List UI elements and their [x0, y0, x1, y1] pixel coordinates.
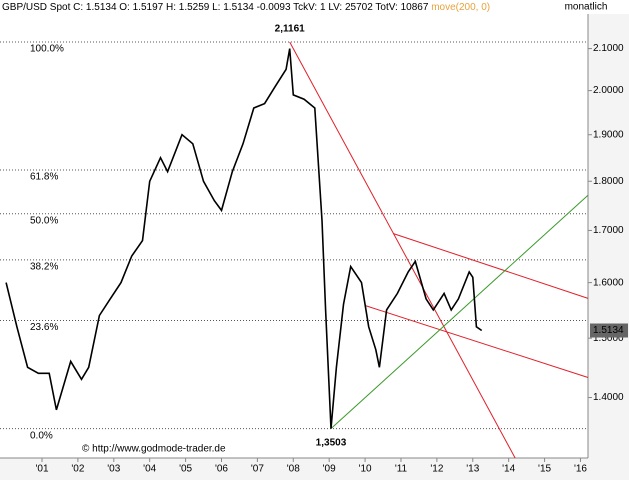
fib-label: 0.0%	[30, 430, 53, 441]
x-tick-label: '14	[502, 464, 515, 475]
x-tick-label: '01	[35, 464, 48, 475]
y-tick-label: 2.1000	[593, 43, 624, 54]
fib-label: 61.8%	[30, 172, 58, 183]
y-tick-label: 1.9000	[593, 129, 624, 140]
last-price-box	[590, 323, 628, 338]
symbol: GBP/USD Spot	[2, 2, 71, 13]
header-text: GBP/USD Spot C: 1.5134 O: 1.5197 H: 1.52…	[2, 2, 490, 13]
y-axis-panel	[588, 0, 629, 480]
x-axis-panel	[0, 458, 629, 480]
x-tick-label: '11	[395, 464, 408, 475]
copyright: © http://www.godmode-trader.de	[82, 444, 226, 455]
last-price-label: 1.5134	[593, 325, 624, 336]
y-tick-label: 1.7000	[593, 225, 624, 236]
x-tick-label: '02	[71, 464, 84, 475]
header-bar	[0, 0, 629, 14]
x-tick-label: '09	[323, 464, 336, 475]
fib-label: 23.6%	[30, 322, 58, 333]
x-tick-label: '04	[143, 464, 156, 475]
y-tick-label: 1.4000	[593, 392, 624, 403]
y-tick-label: 1.8000	[593, 176, 624, 187]
fib-label: 38.2%	[30, 262, 58, 273]
period: monatlich	[565, 2, 608, 13]
fib-label: 50.0%	[30, 215, 58, 226]
annotation: 2,1161	[275, 24, 305, 35]
annotation: 1,3503	[316, 437, 347, 448]
x-tick-label: '07	[251, 464, 264, 475]
price-line	[5, 48, 483, 429]
y-tick-label: 2.0000	[593, 85, 624, 96]
x-tick-label: '06	[215, 464, 228, 475]
x-tick-label: '03	[107, 464, 120, 475]
indicator: move(200, 0)	[431, 2, 490, 13]
y-tick-label: 1.6000	[593, 277, 624, 288]
y-tick-label: 1.5000	[593, 333, 624, 344]
trend-line	[392, 233, 589, 299]
x-tick-label: '13	[466, 464, 479, 475]
trend-line	[289, 41, 516, 459]
quote: C: 1.5134 O: 1.5197 H: 1.5259 L: 1.5134 …	[73, 2, 429, 13]
trend-line	[330, 194, 589, 430]
x-tick-label: '16	[574, 464, 587, 475]
trend-line	[364, 305, 589, 378]
x-tick-label: '12	[430, 464, 443, 475]
x-tick-label: '05	[179, 464, 192, 475]
fib-label: 100.0%	[30, 44, 64, 55]
x-tick-label: '10	[359, 464, 372, 475]
x-tick-label: '08	[287, 464, 300, 475]
x-tick-label: '15	[538, 464, 551, 475]
